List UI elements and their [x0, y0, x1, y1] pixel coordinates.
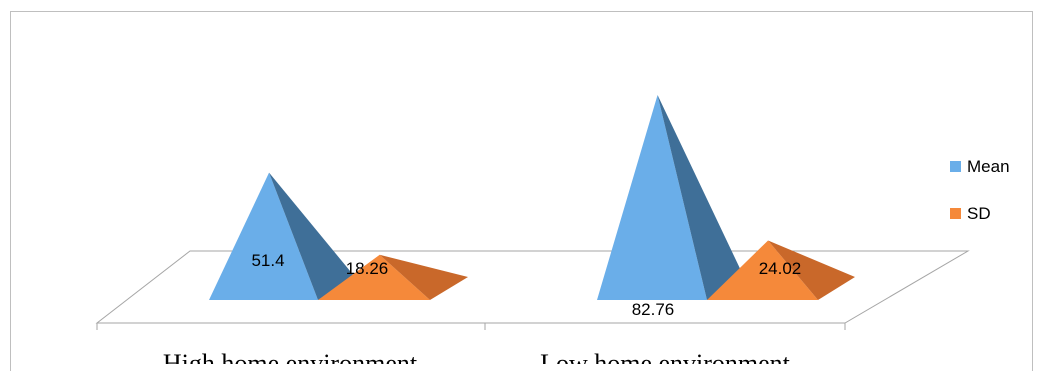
- category-label: High home environment: [163, 349, 418, 364]
- mean-pyramid: [597, 95, 744, 300]
- category-labels: High home environment Low home environmen…: [163, 349, 791, 364]
- legend-label-sd: SD: [967, 204, 991, 223]
- mean-value-label: 82.76: [632, 300, 675, 319]
- legend: Mean SD: [950, 157, 1010, 223]
- category-label: Low home environment: [540, 349, 791, 364]
- legend-label-mean: Mean: [967, 157, 1010, 176]
- sd-value-label: 18.26: [346, 259, 389, 278]
- sd-value-label: 24.02: [759, 259, 802, 278]
- legend-swatch-mean: [950, 161, 961, 172]
- legend-swatch-sd: [950, 208, 961, 219]
- mean-pyramid: [209, 173, 355, 300]
- mean-value-label: 51.4: [251, 251, 284, 270]
